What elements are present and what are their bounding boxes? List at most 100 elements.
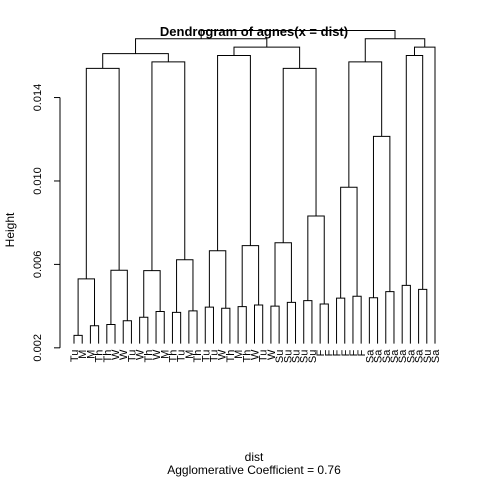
x-axis-label: dist [245,450,264,464]
leaf-label: W [151,349,163,360]
cluster-branch [352,295,362,344]
cluster-branch [348,61,383,188]
cluster-branch [221,307,231,344]
leaf-label: Sa [373,349,385,363]
cluster-branch [282,67,317,243]
leaf-label: Su [422,350,434,363]
cluster-branch [204,306,214,344]
cluster-branch [77,278,96,336]
cluster-branch [254,304,264,344]
cluster-branch [385,291,395,344]
y-tick-label: 0.014 [32,84,44,112]
y-axis: 0.002 0.006 0.010 0.014 [32,84,61,362]
cluster-branch [85,67,120,279]
cluster-branch [217,54,251,251]
leaf-labels: TuMMThThWWTuWThWMThTuMThTuTuWThMThWTuWSu… [69,349,442,363]
leaf-label: Th [167,350,179,363]
leaf-label: Tu [126,350,138,362]
leaf-label: W [110,349,122,360]
leaf-label: Sa [414,349,426,363]
cluster-branch [143,270,161,318]
cluster-branch [208,250,227,309]
leaf-label: Th [102,350,114,363]
leaf-label: W [135,349,147,360]
leaf-label: F [340,349,352,356]
cluster-branch [319,303,329,344]
cluster-branch [233,46,301,69]
cluster-branch [413,46,436,344]
cluster-branch [155,310,165,344]
leaf-label: Sa [364,349,376,363]
cluster-branch [340,186,358,299]
y-tick-label: 0.006 [32,251,44,279]
cluster-branch [270,305,280,344]
leaf-label: Su [274,350,286,363]
y-tick-label: 0.002 [32,334,44,362]
cluster-branch [303,300,313,344]
cluster-branch [307,215,325,305]
cluster-branch [73,334,83,344]
leaf-label: F [332,349,344,356]
leaf-label: Tu [258,350,270,362]
cluster-branch [237,306,247,344]
cluster-branch [176,259,194,313]
cluster-branch [188,310,198,344]
leaf-label: W [217,349,229,360]
leaf-label: F [323,349,335,356]
cluster-branch [122,320,132,344]
cluster-branch [135,38,268,54]
leaf-label: M [85,350,97,359]
leaf-label: Su [307,350,319,363]
leaf-label: Th [241,350,253,363]
leaf-label: M [77,350,89,359]
cluster-branch [106,323,116,344]
leaf-label: Sa [397,349,409,363]
leaf-label: M [184,350,196,359]
cluster-branch [139,316,149,344]
leaf-label: Su [299,350,311,363]
leaf-label: Tu [69,350,81,362]
cluster-branch [200,29,396,39]
leaf-label: Tu [176,350,188,362]
leaf-label: Sa [381,349,393,363]
leaf-label: Th [143,350,155,363]
cluster-branch [151,61,186,271]
leaf-label: Sa [389,349,401,363]
cluster-branch [286,301,297,344]
leaf-label: Th [225,350,237,363]
cluster-branch [171,311,182,344]
cluster-branch [418,288,428,344]
leaf-label: M [233,350,245,359]
cluster-branch [110,269,128,325]
cluster-branch [89,325,100,344]
cluster-branch [102,53,169,69]
y-axis-label: Height [3,212,17,247]
leaf-label: Su [282,350,294,363]
leaf-label: Tu [208,350,220,362]
leaf-label: Su [291,350,303,363]
cluster-branch [241,245,260,307]
leaf-label: Th [94,350,106,363]
leaf-label: W [250,349,262,360]
leaf-label: Sa [405,349,417,363]
leaf-label: Sa [430,349,442,363]
leaf-label: M [159,350,171,359]
leaf-label: F [356,349,368,356]
cluster-branch [405,54,424,290]
cluster-branch [372,135,391,298]
leaf-label: F [315,349,327,356]
leaf-label: W [118,349,130,360]
cluster-branch [364,38,426,62]
cluster-branch [368,297,379,344]
cluster-branch [401,284,411,344]
leaf-label: W [266,349,278,360]
cluster-branch [274,242,292,307]
leaf-label: Tu [200,350,212,362]
leaf-label: Th [192,350,204,363]
cluster-branch [336,297,346,344]
agglomerative-coefficient: Agglomerative Coefficient = 0.76 [167,463,341,477]
leaf-label: F [348,349,360,356]
y-tick-label: 0.010 [32,167,44,195]
dendrogram-tree [73,29,436,344]
